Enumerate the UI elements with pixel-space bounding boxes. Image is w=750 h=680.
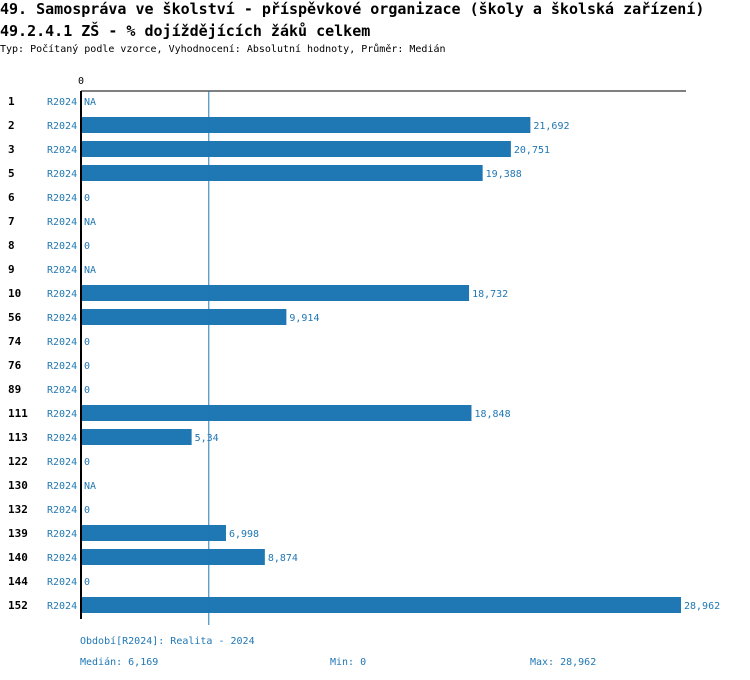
data-label: 0: [84, 385, 90, 396]
data-label: 8,874: [268, 553, 298, 564]
data-label: NA: [84, 97, 96, 108]
series-label: R2024: [47, 433, 77, 444]
data-label: 0: [84, 457, 90, 468]
data-label: 6,998: [229, 529, 259, 540]
category-label: 7: [8, 215, 15, 228]
data-label: 5,34: [195, 433, 219, 444]
data-label: 18,848: [474, 409, 510, 420]
bar: [81, 405, 472, 421]
category-label: 6: [8, 191, 15, 204]
series-label: R2024: [47, 553, 77, 564]
chart-subtitle-indicator: 49.2.4.1 ZŠ - % dojíždějících žáků celke…: [0, 22, 371, 40]
series-label: R2024: [47, 241, 77, 252]
category-label: 56: [8, 311, 22, 324]
series-label: R2024: [47, 169, 77, 180]
category-label: 132: [8, 503, 28, 516]
series-label: R2024: [47, 193, 77, 204]
category-label: 8: [8, 239, 15, 252]
bar: [81, 525, 226, 541]
bar: [81, 285, 470, 301]
category-label: 111: [8, 407, 28, 420]
series-label: R2024: [47, 97, 77, 108]
category-label: 122: [8, 455, 28, 468]
data-label: NA: [84, 481, 96, 492]
footer-median: Medián: 6,169: [80, 657, 159, 668]
chart-type-description: Typ: Počítaný podle vzorce, Vyhodnocení:…: [0, 44, 446, 55]
bar: [81, 165, 483, 181]
category-label: 76: [8, 359, 22, 372]
chart-title: 49. Samospráva ve školství - příspěvkové…: [0, 0, 705, 18]
series-label: R2024: [47, 385, 77, 396]
category-label: 2: [8, 119, 15, 132]
category-label: 139: [8, 527, 28, 540]
category-label: 130: [8, 479, 28, 492]
data-label: 20,751: [514, 145, 550, 156]
category-label: 140: [8, 551, 28, 564]
data-label: 9,914: [289, 313, 319, 324]
category-label: 74: [8, 335, 22, 348]
data-label: 0: [84, 241, 90, 252]
footer-max: Max: 28,962: [530, 657, 597, 668]
category-label: 9: [8, 263, 15, 276]
category-label: 89: [8, 383, 21, 396]
bar: [81, 597, 681, 613]
series-label: R2024: [47, 145, 77, 156]
series-label: R2024: [47, 121, 77, 132]
data-label: 0: [84, 337, 90, 348]
bar: [81, 549, 265, 565]
data-label: 18,732: [472, 289, 508, 300]
series-label: R2024: [47, 361, 77, 372]
series-label: R2024: [47, 217, 77, 228]
data-label: 19,388: [486, 169, 522, 180]
bar: [81, 117, 531, 133]
data-label: NA: [84, 265, 96, 276]
series-label: R2024: [47, 289, 77, 300]
bar: [81, 141, 511, 157]
data-label: 0: [84, 577, 90, 588]
category-label: 10: [8, 287, 21, 300]
bar: [81, 309, 287, 325]
category-label: 113: [8, 431, 28, 444]
series-label: R2024: [47, 505, 77, 516]
data-label: 21,692: [533, 121, 569, 132]
bar-chart: 0 1 R2024 NA 2 R2024 21,692 3 R2024 20,751 5 R2024 1…: [8, 76, 720, 625]
category-label: 152: [8, 599, 28, 612]
data-label: 0: [84, 361, 90, 372]
axis-zero-label: 0: [78, 76, 84, 87]
series-label: R2024: [47, 601, 77, 612]
category-label: 3: [8, 143, 15, 156]
category-label: 5: [8, 167, 15, 180]
series-label: R2024: [47, 457, 77, 468]
data-label: 0: [84, 505, 90, 516]
series-label: R2024: [47, 577, 77, 588]
data-label: 28,962: [684, 601, 720, 612]
data-label: 0: [84, 193, 90, 204]
footer-period: Období[R2024]: Realita - 2024: [80, 636, 255, 647]
data-label: NA: [84, 217, 96, 228]
category-label: 144: [8, 575, 28, 588]
series-label: R2024: [47, 481, 77, 492]
category-label: 1: [8, 95, 15, 108]
series-label: R2024: [47, 313, 77, 324]
series-label: R2024: [47, 265, 77, 276]
bar: [81, 429, 192, 445]
series-label: R2024: [47, 337, 77, 348]
series-label: R2024: [47, 409, 77, 420]
series-label: R2024: [47, 529, 77, 540]
footer-min: Min: 0: [330, 657, 367, 668]
